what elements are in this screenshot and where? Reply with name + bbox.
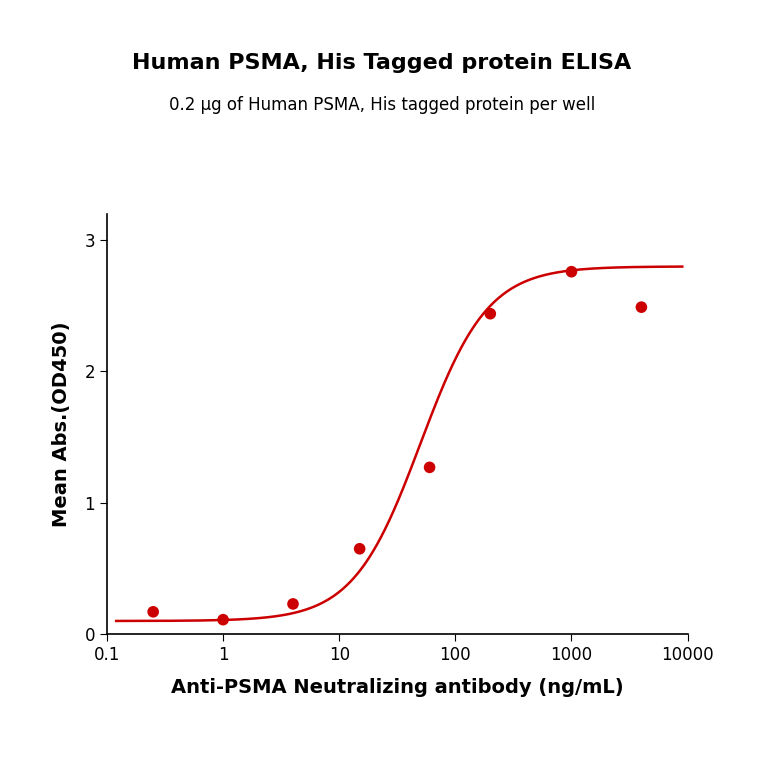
Point bbox=[423, 461, 435, 474]
Text: 0.2 μg of Human PSMA, His tagged protein per well: 0.2 μg of Human PSMA, His tagged protein… bbox=[169, 96, 595, 114]
Point bbox=[287, 597, 299, 610]
Point bbox=[147, 606, 159, 618]
Point bbox=[217, 613, 229, 626]
Point bbox=[636, 301, 648, 313]
Point bbox=[354, 542, 366, 555]
Y-axis label: Mean Abs.(OD450): Mean Abs.(OD450) bbox=[52, 322, 70, 526]
Text: Human PSMA, His Tagged protein ELISA: Human PSMA, His Tagged protein ELISA bbox=[132, 53, 632, 73]
Point bbox=[565, 266, 578, 278]
Point bbox=[484, 308, 497, 320]
X-axis label: Anti-PSMA Neutralizing antibody (ng/mL): Anti-PSMA Neutralizing antibody (ng/mL) bbox=[171, 678, 623, 697]
